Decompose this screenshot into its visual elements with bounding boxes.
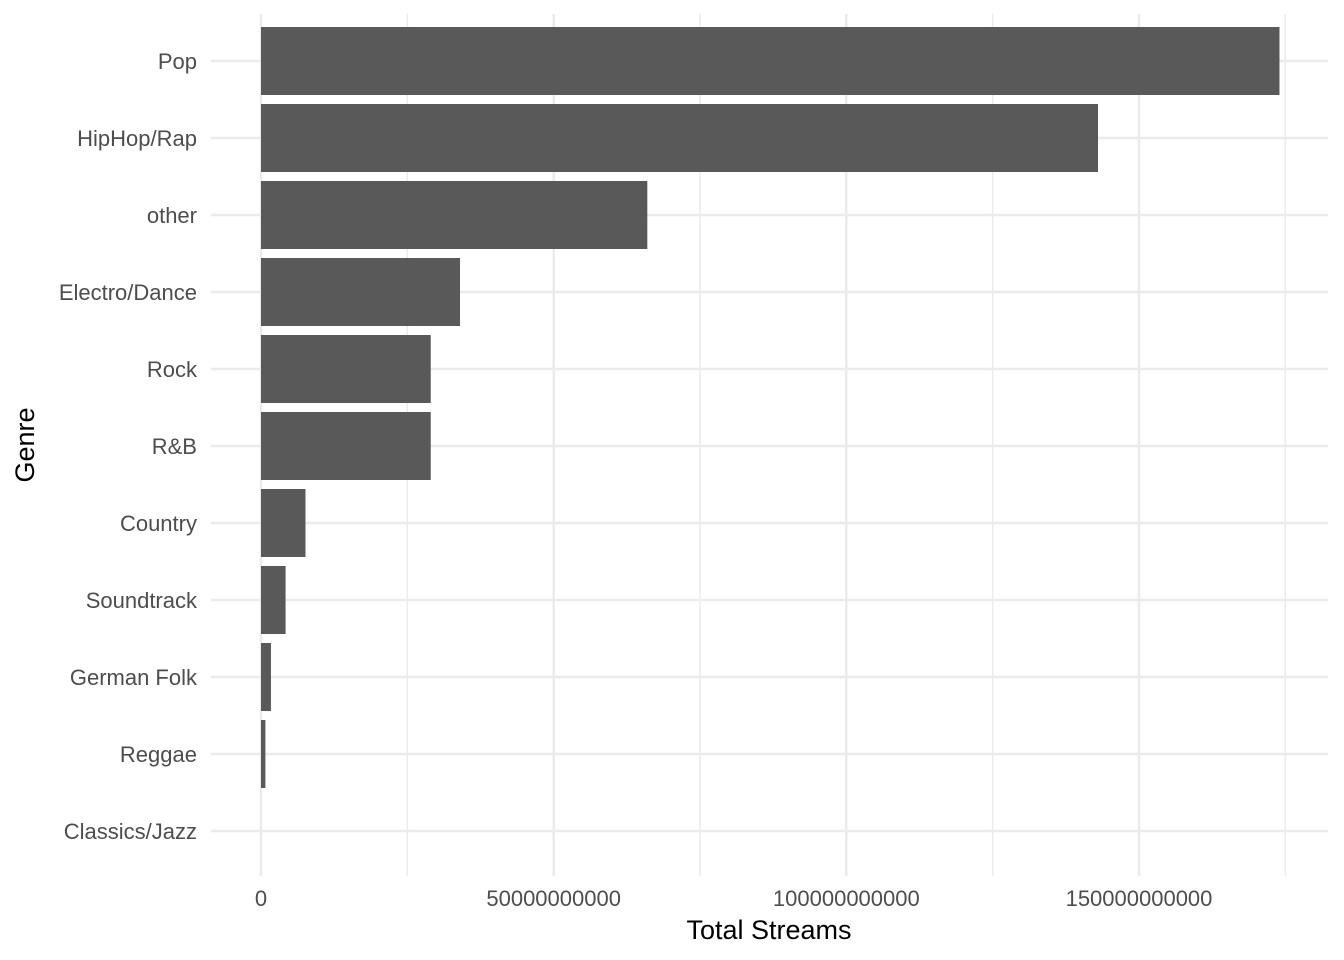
bar xyxy=(261,104,1099,172)
y-axis-title: Genre xyxy=(10,407,40,482)
bar xyxy=(261,566,286,634)
x-tick-label: 0 xyxy=(255,886,267,911)
y-tick-label: HipHop/Rap xyxy=(77,126,197,151)
y-tick-label: Reggae xyxy=(120,742,197,767)
y-tick-label: Rock xyxy=(147,357,198,382)
y-tick-label: Soundtrack xyxy=(86,588,198,613)
bar xyxy=(261,412,431,480)
y-tick-label: Pop xyxy=(158,49,197,74)
y-tick-label: Classics/Jazz xyxy=(64,819,197,844)
x-axis-title: Total Streams xyxy=(686,915,851,945)
y-tick-label: German Folk xyxy=(70,665,198,690)
bar xyxy=(261,643,271,711)
y-tick-label: Electro/Dance xyxy=(59,280,197,305)
bars xyxy=(261,27,1280,788)
x-tick-label: 150000000000 xyxy=(1066,886,1213,911)
bar xyxy=(261,258,461,326)
y-tick-label: Country xyxy=(120,511,197,536)
bar xyxy=(261,489,306,557)
y-axis-tick-labels: Pop HipHop/Rap other Electro/Dance Rock R&B Co… xyxy=(59,49,198,844)
y-tick-label: other xyxy=(147,203,197,228)
y-tick-label: R&B xyxy=(152,434,197,459)
x-tick-label: 50000000000 xyxy=(486,886,621,911)
bar xyxy=(261,335,431,403)
x-tick-label: 100000000000 xyxy=(773,886,920,911)
bar xyxy=(261,720,266,788)
x-axis-tick-labels: 0 50000000000 100000000000 150000000000 xyxy=(255,886,1213,911)
bar xyxy=(261,27,1280,95)
bar xyxy=(261,181,648,249)
